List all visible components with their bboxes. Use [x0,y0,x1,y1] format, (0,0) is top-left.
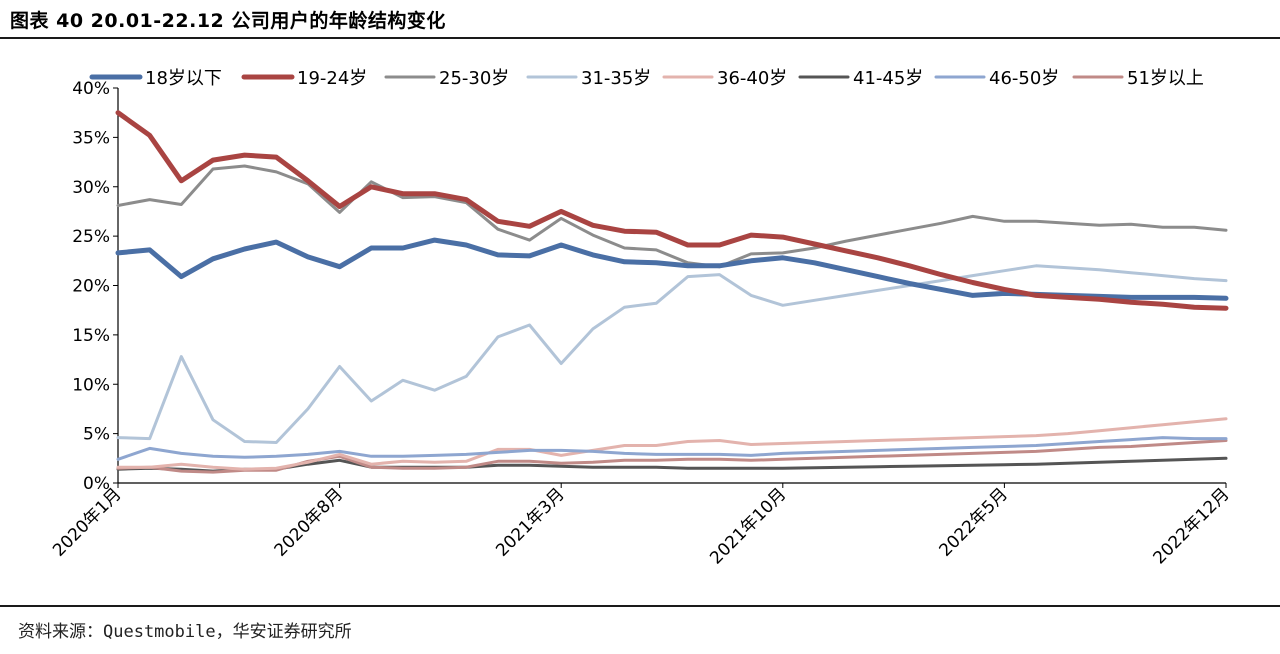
chart-legend: 18岁以下 19-24岁 25-30岁 31-35岁 36-40岁 41-45岁 46-50… [89,68,1204,89]
y-tick-label: 40% [72,79,110,99]
legend-label-7: 46-50岁 [989,68,1059,89]
y-tick-label: 25% [72,227,110,247]
series-line-6 [116,456,1228,473]
legend-label-1: 18岁以下 [145,68,222,89]
x-tick-label: 2022年12月 [1149,484,1233,568]
y-tick-label: 10% [72,375,110,395]
line-chart: 0% 5% 10% 15% 20% 25% 30% 35% 40% 2020年1月 2020年8月 2… [49,68,1233,568]
footer-divider [0,605,1280,607]
x-tick-label: 2022年5月 [936,484,1012,560]
legend-label-6: 41-45岁 [853,68,923,89]
legend-label-5: 36-40岁 [717,68,787,89]
series-line-7 [116,436,1228,461]
series-line-2 [115,110,1229,311]
y-tick-label: 20% [72,277,110,297]
legend-label-3: 25-30岁 [439,68,509,89]
chart-series [115,110,1229,474]
y-tick-label: 35% [72,128,110,148]
y-tick-label: 30% [72,178,110,198]
y-tick-label: 5% [83,425,110,445]
series-line-5 [116,417,1228,471]
legend-label-4: 31-35岁 [581,68,651,89]
legend-label-8: 51岁以上 [1127,68,1204,89]
x-tick-label: 2021年10月 [706,484,790,568]
chart-axes: 0% 5% 10% 15% 20% 25% 30% 35% 40% 2020年1月 2020年8月 2… [49,79,1233,568]
x-tick-label: 2020年1月 [49,484,125,560]
series-line-3 [116,164,1228,269]
y-tick-label: 0% [83,474,110,494]
legend-label-2: 19-24岁 [297,68,367,89]
x-tick-label: 2020年8月 [271,484,347,560]
series-line-4 [116,264,1228,444]
source-note: 资料来源：Questmobile，华安证券研究所 [18,622,352,642]
title-divider [0,37,1280,39]
chart-title: 图表 40 20.01-22.12 公司用户的年龄结构变化 [10,10,446,32]
x-tick-label: 2021年3月 [492,484,568,560]
y-tick-label: 15% [72,326,110,346]
